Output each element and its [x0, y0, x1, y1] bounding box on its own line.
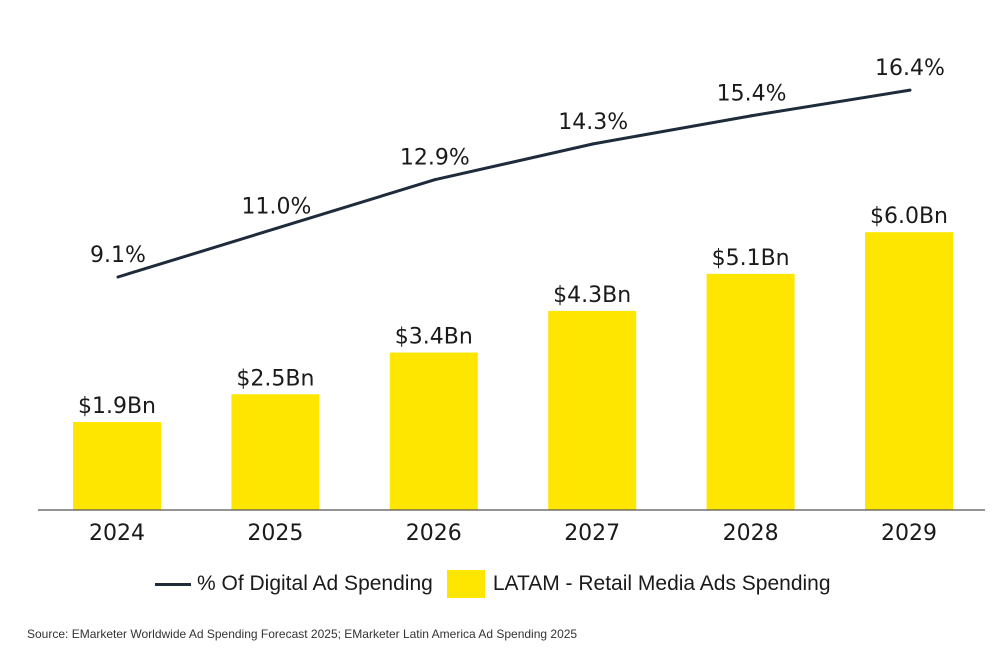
legend-line-label: % Of Digital Ad Spending — [197, 572, 433, 595]
bar-label-2026: $3.4Bn — [395, 325, 473, 350]
line-label-2028: 15.4% — [717, 82, 787, 107]
bar-label-2027: $4.3Bn — [553, 283, 631, 308]
bar-2029 — [865, 232, 953, 510]
bar-2025 — [231, 394, 320, 510]
line-series — [117, 88, 911, 279]
bar-label-2028: $5.1Bn — [712, 246, 790, 271]
line-point-2025 — [274, 226, 278, 230]
legend: % Of Digital Ad Spending LATAM - Retail … — [155, 570, 831, 598]
line-point-2029 — [908, 88, 912, 92]
legend-line-swatch — [155, 582, 191, 586]
bar-2027 — [548, 310, 637, 510]
bar-2026 — [389, 352, 478, 510]
line-label-2025: 11.0% — [241, 194, 311, 219]
line-point-2028 — [750, 114, 754, 118]
bar-label-2024: $1.9Bn — [78, 394, 156, 419]
bar-label-2025: $2.5Bn — [236, 366, 314, 391]
legend-bar-swatch — [446, 570, 485, 598]
x-tick-2027: 2027 — [564, 521, 620, 546]
x-tick-2026: 2026 — [406, 521, 462, 546]
line-label-2026: 12.9% — [400, 146, 470, 171]
x-tick-2028: 2028 — [723, 521, 779, 546]
line-point-2026 — [433, 178, 437, 182]
x-tick-2024: 2024 — [89, 521, 145, 546]
x-tick-2025: 2025 — [247, 521, 303, 546]
x-tick-2029: 2029 — [881, 521, 937, 546]
line-point-2027 — [591, 142, 595, 146]
legend-bar-label: LATAM - Retail Media Ads Spending — [492, 572, 831, 595]
line-label-2027: 14.3% — [558, 110, 628, 135]
source-note: Source: EMarketer Worldwide Ad Spending … — [27, 627, 578, 641]
bar-2028 — [706, 273, 795, 510]
line-point-2024 — [116, 275, 120, 279]
chart: $1.9Bn 2024 $2.5Bn 2025 $3.4Bn 2026 $4.3Bn 2027… — [38, 56, 985, 546]
line-label-2024: 9.1% — [90, 243, 146, 268]
bar-label-2029: $6.0Bn — [870, 204, 948, 229]
line-label-2029: 16.4% — [875, 56, 945, 81]
bar-2024 — [73, 422, 161, 510]
